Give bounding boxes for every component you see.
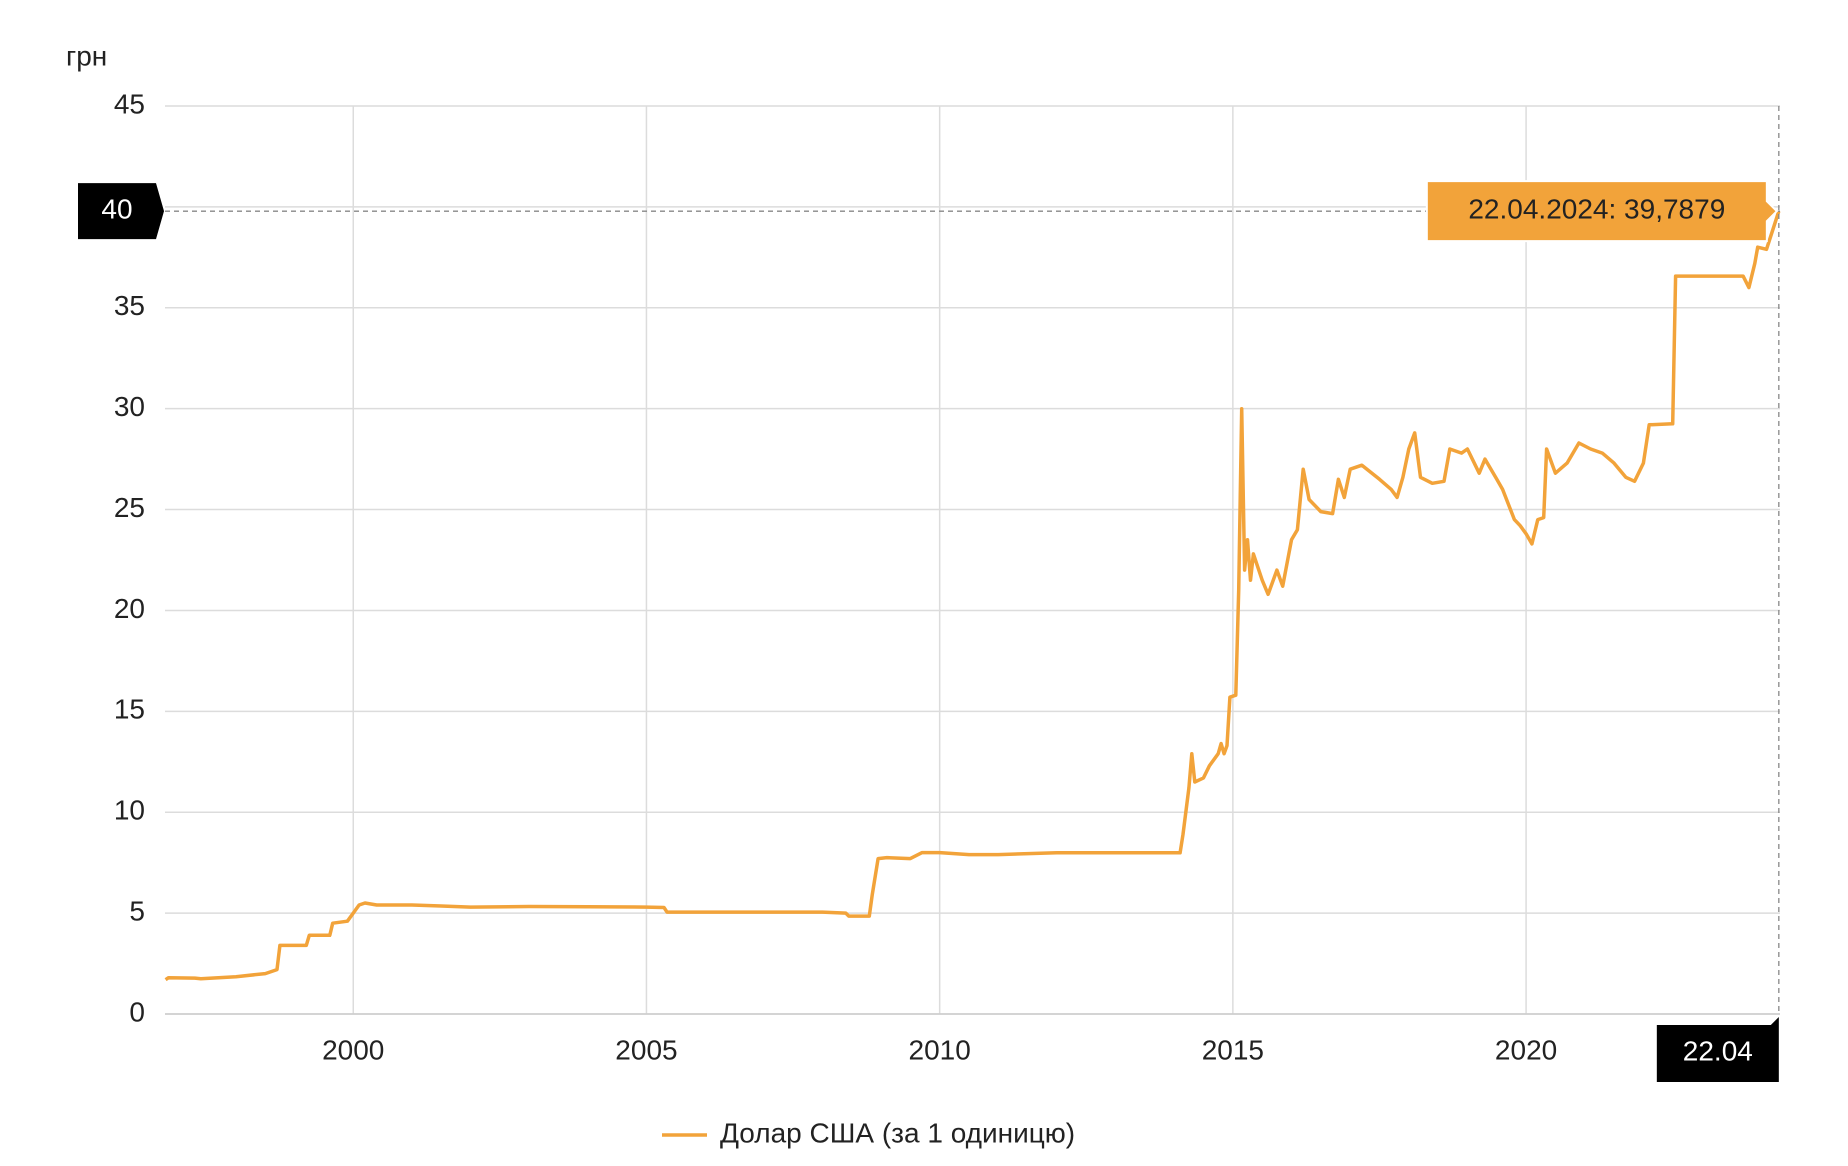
crosshair-x-box [1656, 1017, 1779, 1082]
x-tick-label: 2010 [909, 1034, 971, 1065]
tooltip-box [1425, 180, 1779, 243]
crosshair-y-box [78, 183, 164, 240]
crosshair-x-label: 22.04 [1683, 1035, 1753, 1066]
x-tick-label: 2015 [1202, 1034, 1264, 1065]
data-line [164, 210, 1781, 982]
y-tick-label: 25 [114, 492, 145, 523]
tooltip-text: 22.04.2024: 39,7879 [1468, 194, 1725, 225]
x-tick-label: 2005 [615, 1034, 677, 1065]
y-tick-label: 20 [114, 593, 145, 624]
y-axis-label: грн [66, 40, 107, 71]
y-tick-label: 35 [114, 290, 145, 321]
y-tick-label: 10 [114, 795, 145, 826]
x-tick-label: 2000 [322, 1034, 384, 1065]
crosshair-y-label: 40 [101, 194, 132, 225]
y-tick-label: 30 [114, 391, 145, 422]
legend-label: Долар США (за 1 одиницю) [720, 1117, 1075, 1148]
y-tick-label: 15 [114, 694, 145, 725]
y-tick-label: 45 [114, 88, 145, 119]
x-tick-label: 2020 [1495, 1034, 1557, 1065]
y-tick-label: 5 [129, 896, 145, 927]
y-tick-label: 0 [129, 996, 145, 1027]
